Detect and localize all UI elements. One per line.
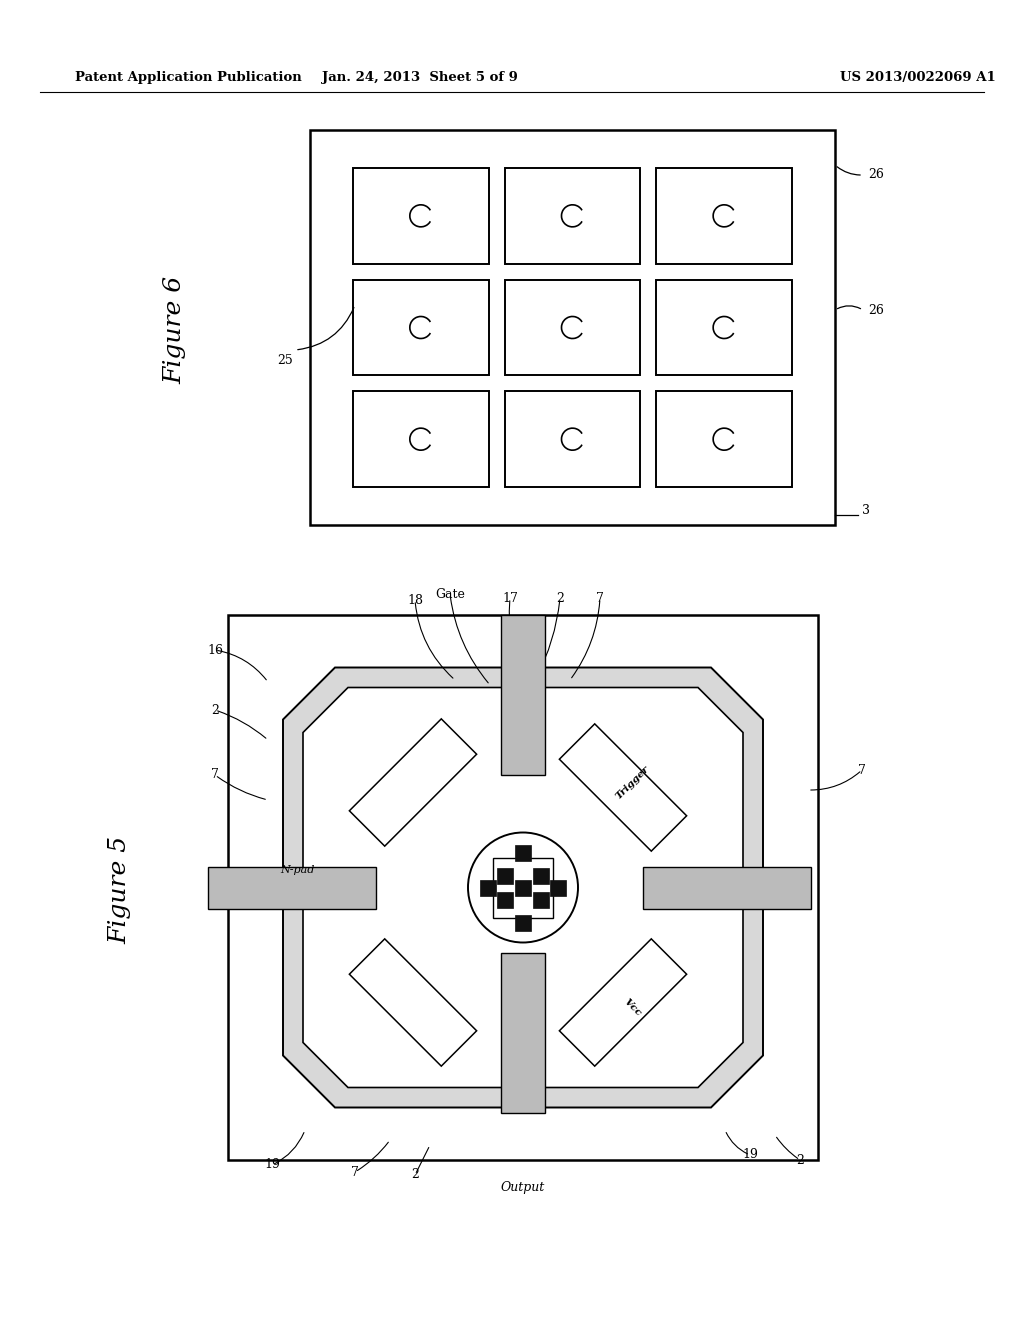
Bar (497, 891, 513, 908)
Text: 2: 2 (796, 1154, 804, 1167)
Polygon shape (349, 719, 476, 846)
Text: 26: 26 (868, 169, 884, 181)
Bar (505, 280, 640, 375)
Bar (208, 866, 376, 908)
Text: 16: 16 (207, 644, 223, 656)
Bar (550, 879, 566, 895)
Text: 25: 25 (278, 354, 293, 367)
Text: N-pad: N-pad (280, 865, 314, 875)
Text: Trigger: Trigger (614, 764, 651, 801)
Text: 3: 3 (862, 503, 870, 516)
Bar (501, 953, 545, 1113)
Bar (534, 867, 549, 883)
Text: Figure 5: Figure 5 (109, 836, 131, 944)
Text: 18: 18 (407, 594, 423, 606)
Text: Output: Output (501, 1181, 545, 1195)
Bar (656, 280, 792, 375)
Bar (353, 280, 488, 375)
Text: 7: 7 (211, 768, 219, 781)
Text: Patent Application Publication: Patent Application Publication (75, 71, 302, 84)
Text: 7: 7 (596, 591, 604, 605)
Text: 2: 2 (556, 591, 564, 605)
Bar (480, 879, 496, 895)
Bar (515, 845, 531, 861)
Bar (656, 391, 792, 487)
Bar (310, 129, 835, 525)
Text: Vcc: Vcc (623, 997, 643, 1018)
Bar (656, 168, 792, 264)
Polygon shape (349, 939, 476, 1067)
Bar (505, 391, 640, 487)
Text: Jan. 24, 2013  Sheet 5 of 9: Jan. 24, 2013 Sheet 5 of 9 (323, 71, 518, 84)
Text: 2: 2 (211, 704, 219, 717)
Bar (643, 866, 811, 908)
Text: Figure 6: Figure 6 (164, 276, 186, 384)
Circle shape (468, 833, 578, 942)
Bar (353, 168, 488, 264)
Text: 26: 26 (868, 304, 884, 317)
Text: 7: 7 (858, 763, 866, 776)
Bar (534, 891, 549, 908)
Text: 2: 2 (411, 1168, 419, 1181)
Bar (493, 858, 553, 917)
Text: 19: 19 (264, 1159, 280, 1172)
Bar (228, 615, 818, 1160)
Text: 17: 17 (502, 591, 518, 605)
Bar (353, 391, 488, 487)
Polygon shape (559, 723, 687, 851)
Polygon shape (283, 668, 763, 1107)
Text: US 2013/0022069 A1: US 2013/0022069 A1 (840, 71, 995, 84)
Bar (501, 615, 545, 775)
Bar (505, 168, 640, 264)
Bar (497, 867, 513, 883)
Bar (515, 879, 531, 895)
Text: 19: 19 (742, 1148, 758, 1162)
Bar (515, 915, 531, 931)
Text: 7: 7 (351, 1166, 359, 1179)
Polygon shape (303, 688, 743, 1088)
Polygon shape (559, 939, 687, 1067)
Text: Gate: Gate (435, 587, 465, 601)
